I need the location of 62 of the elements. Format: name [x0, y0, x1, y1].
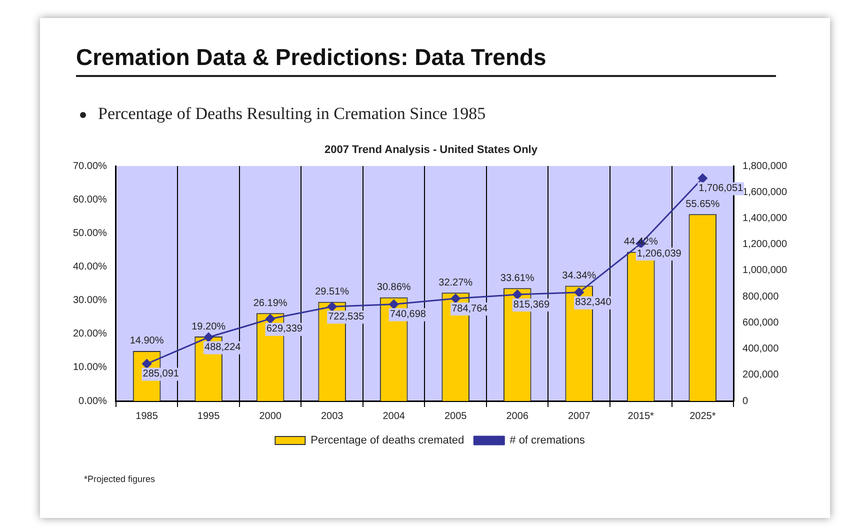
x-tick-label: 2006: [506, 410, 529, 422]
y-tick-label: 30.00%: [72, 295, 108, 306]
data-label: 722,535: [328, 311, 365, 322]
text: *Projected figures: [84, 474, 156, 484]
y2-tick-label: 400,000: [742, 344, 780, 355]
point: [450, 294, 460, 304]
x-tick-label: 2004: [382, 410, 406, 422]
x-tick-label: 1995: [197, 410, 220, 422]
y2-tick-label: 800,000: [742, 291, 780, 302]
data-label: 55.65%: [686, 198, 720, 210]
y2-tick-label: 600,000: [742, 317, 780, 328]
data-label: 488,224: [204, 342, 242, 354]
x-tick-label: 2005: [444, 410, 468, 422]
chart-title: Cremation Data & Predictions: Data Trends: [76, 44, 776, 77]
chart-subtitle: Percentage of Deaths Resulting in Cremation Since 1985: [98, 104, 486, 123]
data-label: 30.86%: [376, 282, 411, 294]
point: [327, 302, 337, 312]
data-label: 740,698: [390, 309, 426, 320]
x-tick-label: 2000: [259, 410, 282, 422]
data-label: 1,706,051: [698, 183, 744, 194]
legend-label: # of cremations: [510, 434, 586, 447]
x-tick-label: 2003: [320, 410, 344, 422]
x-tick-label: 2007: [568, 410, 591, 422]
data-label: 784,764: [452, 303, 488, 314]
data-label: 285,091: [142, 368, 180, 380]
y2-tick-label: 1,400,000: [742, 212, 788, 224]
data-label: 26.19%: [253, 298, 288, 309]
y-tick-label: 40.00%: [72, 261, 108, 272]
data-label: 29.51%: [315, 286, 350, 298]
y-tick-label: 20.00%: [72, 328, 108, 340]
data-label: 14.90%: [130, 336, 164, 347]
point: [204, 332, 214, 342]
x-tick-label: 2015*: [628, 410, 654, 422]
y2-tick-label: 1,800,000: [742, 160, 788, 172]
y-tick-label: 10.00%: [72, 362, 108, 374]
y2-tick-label: 200,000: [742, 370, 780, 381]
y-tick-label: 0.00%: [78, 396, 108, 407]
data-label: 815,369: [513, 299, 550, 310]
data-label: 1,206,039: [636, 248, 682, 260]
y-tick-label: 50.00%: [72, 228, 108, 239]
legend-label: Percentage of deaths cremated: [310, 434, 464, 447]
x-tick-label: 2025*: [690, 410, 716, 422]
y2-tick-label: 1,200,000: [742, 239, 788, 250]
point: [512, 290, 522, 300]
y2-tick-label: 1,000,000: [742, 265, 788, 276]
point: [389, 300, 399, 310]
data-label: 629,339: [266, 324, 303, 335]
x-tick-label: 1985: [136, 410, 158, 422]
data-label: 832,340: [575, 297, 612, 308]
data-label: 34.34%: [562, 270, 596, 282]
y-tick-label: 70.00%: [72, 160, 108, 172]
data-label: 32.27%: [438, 277, 473, 288]
data-label: 33.61%: [500, 272, 534, 284]
point: [698, 174, 708, 184]
y2-tick-label: 1,600,000: [742, 186, 788, 198]
data-label: 19.20%: [192, 321, 226, 332]
y2-tick-label: 0: [742, 396, 749, 407]
point: [574, 288, 584, 298]
point: [266, 314, 276, 324]
y-tick-label: 60.00%: [72, 194, 108, 206]
text: 2007 Trend Analysis - United States Only: [324, 144, 538, 156]
point: [142, 359, 152, 369]
